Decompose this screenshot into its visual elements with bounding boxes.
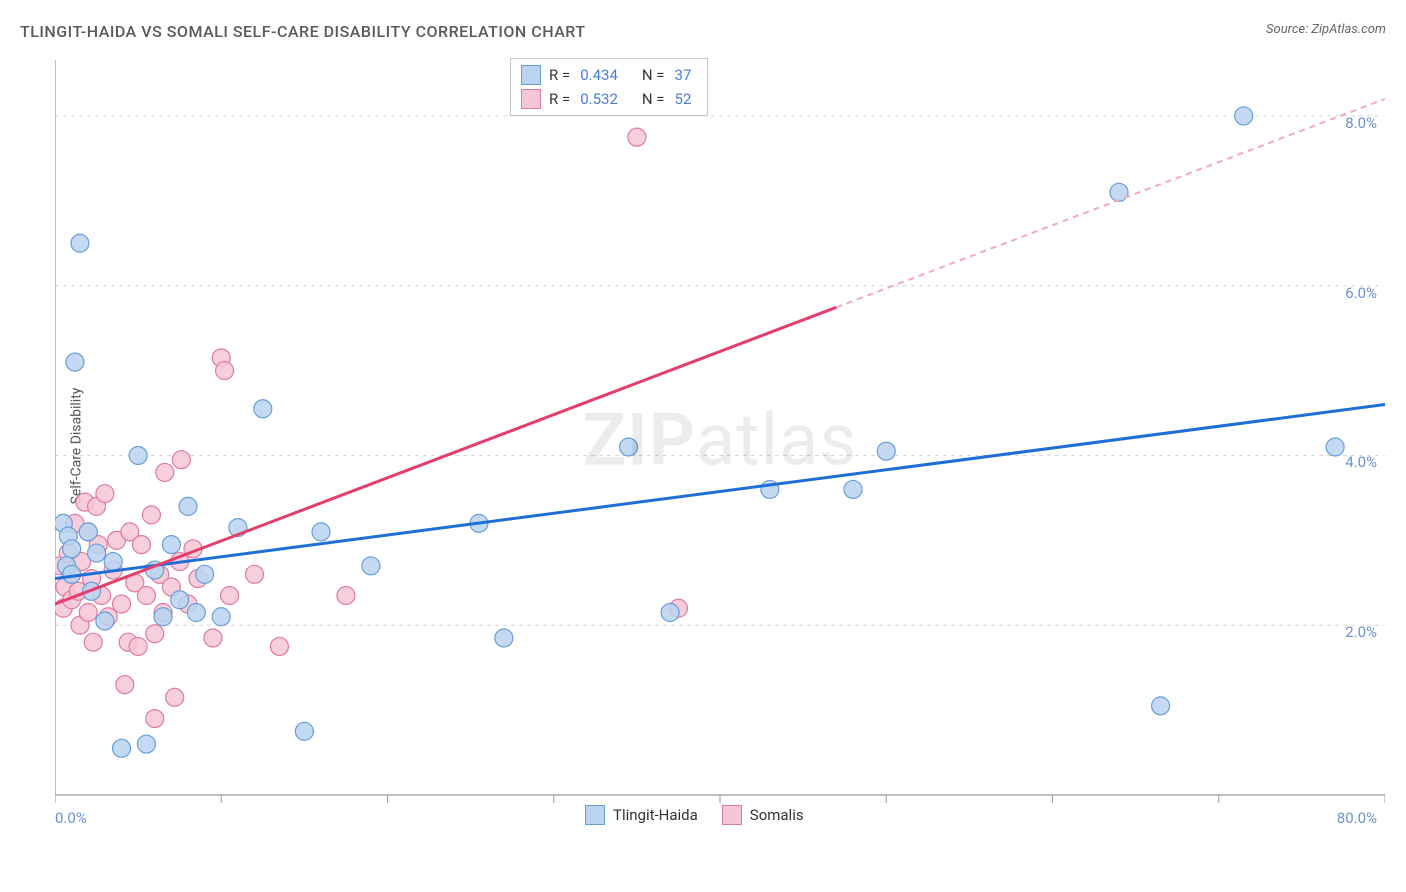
chart-area: ZIPatlas R =0.434N =37R =0.532N =52 Tlin… xyxy=(55,55,1385,825)
chart-title: TLINGIT-HAIDA VS SOMALI SELF-CARE DISABI… xyxy=(20,22,586,41)
y-tick-label: 6.0% xyxy=(1345,284,1377,302)
legend-row: R =0.434N =37 xyxy=(521,63,697,87)
legend-item: Somalis xyxy=(722,805,804,825)
source-label: Source: ZipAtlas.com xyxy=(1266,22,1386,37)
series-legend: Tlingit-Haida Somalis xyxy=(585,805,804,825)
x-tick-label: 80.0% xyxy=(1337,809,1377,827)
legend-swatch xyxy=(521,89,541,109)
correlation-legend: R =0.434N =37R =0.532N =52 xyxy=(510,58,708,116)
y-tick-label: 8.0% xyxy=(1345,114,1377,132)
x-tick-label: 0.0% xyxy=(55,809,87,827)
scatter-plot xyxy=(55,55,1385,825)
legend-swatch xyxy=(722,805,742,825)
legend-item: Tlingit-Haida xyxy=(585,805,698,825)
legend-swatch xyxy=(521,65,541,85)
y-tick-label: 2.0% xyxy=(1345,623,1377,641)
legend-swatch xyxy=(585,805,605,825)
y-tick-label: 4.0% xyxy=(1345,453,1377,471)
legend-row: R =0.532N =52 xyxy=(521,87,697,111)
